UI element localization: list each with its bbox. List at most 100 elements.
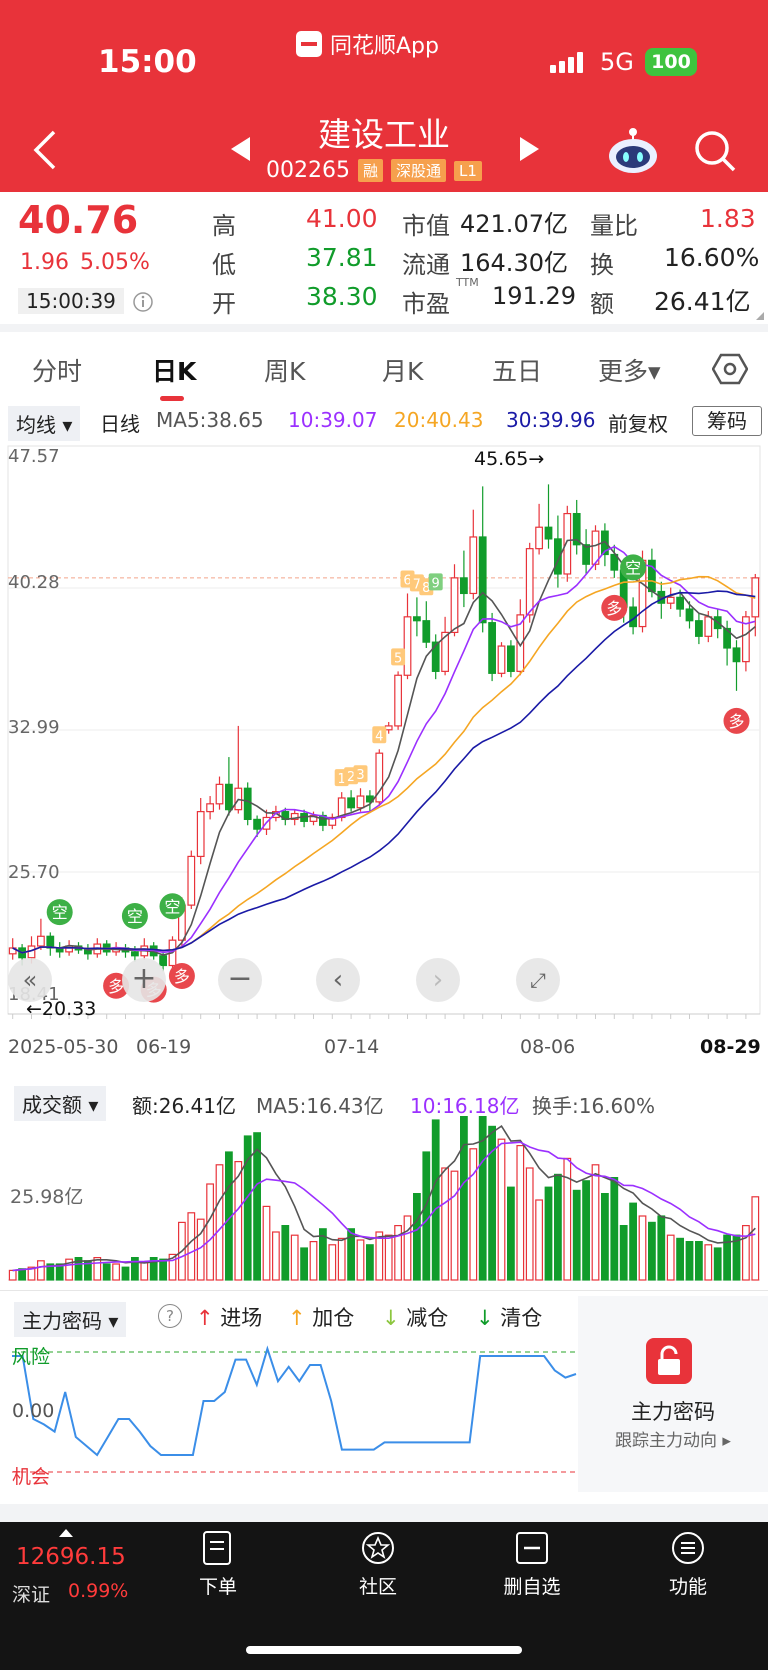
promo-card[interactable]: [578, 1296, 768, 1492]
zoom-out-icon[interactable]: −: [218, 958, 262, 1002]
tab-five-day[interactable]: 五日: [492, 357, 543, 386]
nav-order[interactable]: 下单: [168, 1530, 268, 1599]
tag-level: L1: [454, 160, 482, 181]
zoom-in-icon[interactable]: +: [122, 958, 166, 1002]
nav-remove-watchlist-label: 删自选: [503, 1576, 561, 1598]
fullscreen-icon[interactable]: ⤢: [516, 958, 560, 1002]
volume-bar: [309, 1240, 318, 1281]
robot-assistant-icon[interactable]: [606, 126, 660, 176]
volume-bar: [328, 1244, 337, 1281]
candle-body: [610, 553, 619, 571]
low-value: 37.81: [306, 243, 378, 272]
index-value[interactable]: 12696.15: [16, 1544, 126, 1570]
volume-bar: [497, 1138, 506, 1281]
app-header: 15:00 同花顺App 5G 100 建设工业 002265 融 深股通 L1: [0, 0, 768, 192]
pe-ttm-label: TTM: [456, 276, 479, 289]
signal-short-badge: [46, 899, 73, 926]
divider-bottom: [0, 1504, 768, 1522]
info-icon[interactable]: [132, 291, 154, 313]
indicator-line: [12, 1345, 577, 1457]
help-icon[interactable]: ?: [158, 1304, 182, 1328]
candle-body: [648, 559, 656, 593]
volume-bar: [478, 1116, 487, 1281]
volume-bar: [619, 1224, 628, 1281]
arrow-up-orange-icon: ↑: [288, 1306, 306, 1330]
volume-bar: [37, 1260, 45, 1281]
float-value: 164.30亿: [460, 249, 568, 277]
candle-body: [384, 725, 393, 731]
volume-bar: [469, 1148, 478, 1281]
arrow-down-green-icon: ↓: [476, 1306, 494, 1330]
volume-bar: [187, 1212, 196, 1281]
candle-body: [582, 544, 590, 565]
prev-stock-icon[interactable]: [228, 134, 254, 164]
volume-bar: [206, 1183, 214, 1281]
volume-bar: [516, 1145, 525, 1281]
chip-button[interactable]: 筹码: [692, 406, 762, 436]
search-icon[interactable]: [692, 128, 738, 174]
volume-chart[interactable]: [0, 1116, 768, 1284]
legend-reduce: ↓ 减仓: [382, 1302, 448, 1332]
indicator-selector[interactable]: 主力密码 ▾: [14, 1302, 127, 1337]
network-label: 5G: [600, 48, 634, 76]
candle-body: [413, 616, 421, 622]
volume-bar: [300, 1247, 308, 1281]
indicator-selector-label: 主力密码: [22, 1309, 102, 1333]
candle-body: [394, 674, 402, 727]
candle-body: [431, 641, 440, 672]
status-app-label: 同花顺App: [330, 34, 439, 59]
candle-body: [497, 645, 506, 674]
candle-body: [666, 596, 675, 604]
volume-bar: [262, 1205, 271, 1281]
tab-weekly-k[interactable]: 周K: [264, 357, 306, 386]
back-icon[interactable]: [30, 128, 60, 172]
volume-bar: [751, 1196, 760, 1281]
candle-body: [187, 855, 196, 906]
tab-daily-k[interactable]: 日K: [152, 357, 197, 386]
volume-bar: [676, 1237, 684, 1281]
legend-enter-label: 进场: [220, 1306, 263, 1330]
volume-selector[interactable]: 成交额 ▾: [14, 1086, 107, 1121]
tab-monthly-k[interactable]: 月K: [382, 357, 424, 386]
y-tick-2: 40.28: [8, 572, 60, 593]
volume-bar: [375, 1231, 384, 1281]
nav-community[interactable]: 社区: [328, 1530, 428, 1599]
count-marker-badge: [391, 648, 406, 666]
nav-remove-watchlist[interactable]: 删自选: [482, 1530, 582, 1599]
indicator-chart[interactable]: [0, 1340, 580, 1490]
volume-bar: [290, 1234, 299, 1281]
promo-subtitle: 跟踪主力动向 ▸: [615, 1431, 731, 1451]
index-up-icon: [59, 1529, 73, 1537]
settings-hexagon-icon[interactable]: [712, 352, 748, 386]
status-app-name: 同花顺App: [296, 28, 439, 60]
volume-bar: [742, 1224, 750, 1281]
signal-short-marker: 空: [159, 893, 186, 920]
tab-intraday[interactable]: 分时: [32, 357, 83, 386]
adjust-label[interactable]: 前复权: [608, 412, 668, 436]
tab-more[interactable]: 更多▾: [598, 357, 661, 386]
scroll-right-icon[interactable]: ›: [416, 958, 460, 1002]
arrow-down-lightgreen-icon: ↓: [382, 1306, 400, 1330]
ma-selector[interactable]: 均线 ▾: [8, 406, 81, 441]
next-stock-icon[interactable]: [516, 134, 542, 164]
count-marker-badge: [428, 573, 443, 591]
legend-clear-label: 清仓: [500, 1306, 543, 1330]
pe-value: 191.29: [492, 282, 576, 310]
signal-long-marker: 多: [601, 594, 628, 621]
ma10-legend: 10:39.07: [288, 408, 378, 432]
candle-body: [347, 797, 355, 809]
volume-bar: [685, 1240, 694, 1281]
expand-corner-icon[interactable]: [752, 310, 766, 322]
volume-bar: [140, 1261, 149, 1281]
candlestick-chart[interactable]: 空空空空多多多多多123456789: [0, 440, 768, 1020]
volume-bar: [413, 1192, 421, 1281]
collapse-chart-icon[interactable]: «: [8, 958, 52, 1002]
volume-bar: [450, 1170, 459, 1281]
scroll-left-icon[interactable]: ‹: [316, 958, 360, 1002]
volume-bar: [403, 1215, 412, 1281]
nav-functions[interactable]: 功能: [638, 1530, 738, 1599]
candle-body: [469, 536, 478, 595]
candle-body: [328, 816, 337, 826]
volume-bar: [337, 1237, 346, 1281]
period-label: 日线: [100, 412, 140, 436]
